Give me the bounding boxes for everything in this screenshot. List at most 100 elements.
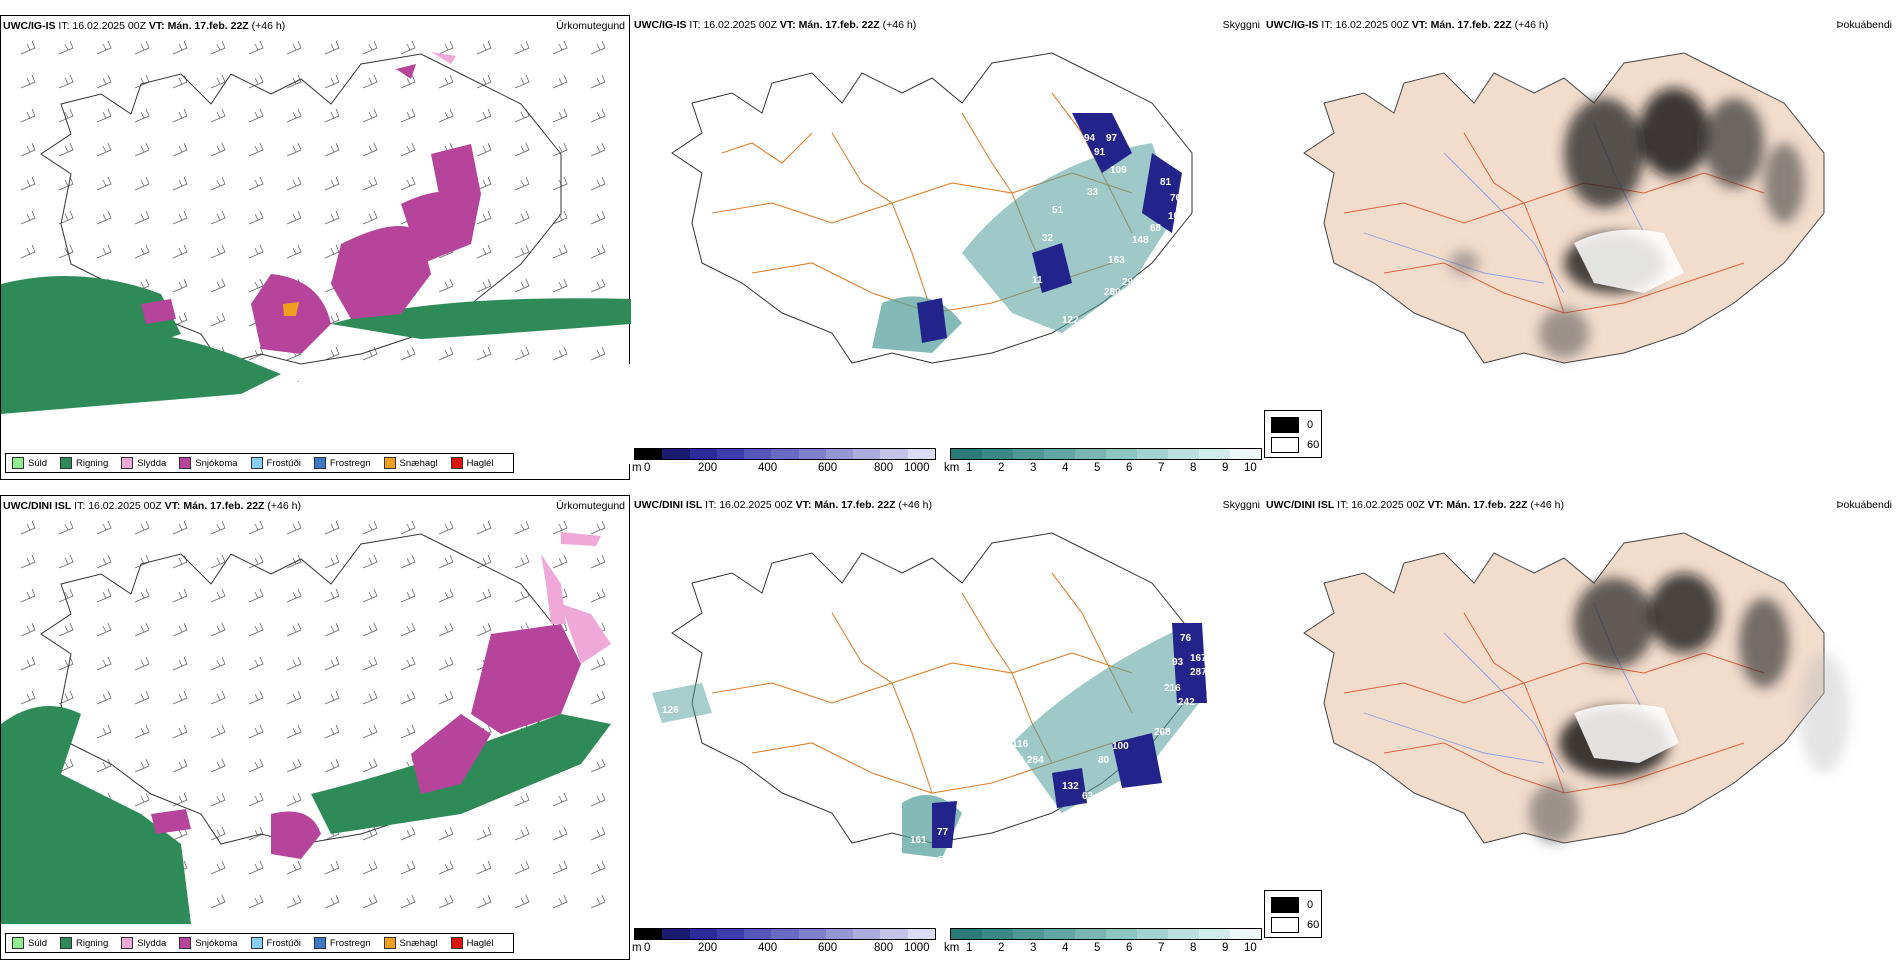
colorbar-tick: 9 xyxy=(1222,462,1229,474)
wind-barb xyxy=(172,792,188,807)
wind-barb xyxy=(248,860,264,875)
vt-value: Mán. 17.feb. 22Z xyxy=(814,499,896,511)
model-name: UWC/IG-IS xyxy=(1266,19,1319,31)
wind-barb xyxy=(210,210,226,225)
wind-barb xyxy=(58,554,74,569)
wind-barb xyxy=(96,656,112,671)
wind-barb xyxy=(400,894,416,909)
ceiling-label: 230 xyxy=(1062,815,1079,826)
wind-barb xyxy=(248,74,264,89)
legend-item: Súld xyxy=(12,457,47,469)
lead-time: (+46 h) xyxy=(251,20,286,32)
colorbar-tick: 7 xyxy=(1158,462,1165,474)
ceiling-label: 15 xyxy=(1052,675,1064,686)
wind-barb xyxy=(210,656,226,671)
wind-barb xyxy=(438,520,454,535)
wind-barb xyxy=(248,210,264,225)
wind-barb xyxy=(362,860,378,875)
wind-barb xyxy=(96,690,112,705)
visibility-colorbar-ramp xyxy=(950,928,1262,940)
wind-barb xyxy=(248,826,264,841)
wind-barb xyxy=(514,894,530,909)
wind-barb xyxy=(438,690,454,705)
wind-barb xyxy=(552,792,568,807)
fog-legend: 0 60 xyxy=(1264,890,1322,938)
colorbar-tick: 0 xyxy=(644,942,651,954)
wind-barb xyxy=(590,792,606,807)
wind-barb xyxy=(324,656,340,671)
it-label: IT: xyxy=(689,19,701,31)
colorbar-tick: 5 xyxy=(1094,942,1101,954)
colorbar-tick: 7 xyxy=(1158,942,1165,954)
it-label: IT: xyxy=(1321,19,1333,31)
wind-barb xyxy=(476,278,492,293)
panel-header: UWC/DINI ISL IT: 16.02.2025 00Z VT: Mán.… xyxy=(3,500,301,512)
wind-barb xyxy=(172,724,188,739)
wind-barb xyxy=(400,690,416,705)
colorbar-tick: 800 xyxy=(874,942,894,954)
wind-barb xyxy=(476,40,492,55)
colorbar-tick: 3 xyxy=(1030,942,1037,954)
wind-barb xyxy=(362,74,378,89)
wind-barb xyxy=(324,210,340,225)
wind-barb xyxy=(590,40,606,55)
wind-barb xyxy=(362,622,378,637)
wind-barb xyxy=(134,142,150,157)
wind-barb xyxy=(590,142,606,157)
ceiling-label: 97 xyxy=(1106,133,1118,144)
wind-barb xyxy=(286,244,302,259)
wind-barb xyxy=(552,244,568,259)
wind-barb xyxy=(324,860,340,875)
wind-barb xyxy=(134,176,150,191)
it-label: IT: xyxy=(58,20,70,32)
wind-barb xyxy=(324,588,340,603)
wind-barb xyxy=(590,346,606,361)
colorbar-unit: m xyxy=(632,942,642,954)
wind-barb xyxy=(96,520,112,535)
wind-barb xyxy=(552,520,568,535)
wind-barb xyxy=(324,244,340,259)
wind-barb xyxy=(58,520,74,535)
wind-barb xyxy=(590,894,606,909)
wind-barb xyxy=(552,346,568,361)
wind-barb xyxy=(400,108,416,123)
wind-barb xyxy=(58,690,74,705)
wind-barb xyxy=(324,346,340,361)
wind-barb xyxy=(286,588,302,603)
ceiling-label: 148 xyxy=(1132,235,1149,246)
wind-barb xyxy=(362,724,378,739)
wind-barb xyxy=(172,108,188,123)
fog-panel-top: UWC/IG-IS IT: 16.02.2025 00Z VT: Mán. 17… xyxy=(1264,15,1894,480)
wind-barb xyxy=(438,826,454,841)
wind-barb xyxy=(20,622,36,637)
precip-type-map xyxy=(1,40,631,464)
wind-barb xyxy=(400,860,416,875)
wind-barb xyxy=(172,278,188,293)
wind-barb xyxy=(248,40,264,55)
colorbar-tick: 9 xyxy=(1222,942,1229,954)
wind-barb xyxy=(58,656,74,671)
wind-barb xyxy=(438,74,454,89)
wind-barb xyxy=(324,74,340,89)
wind-barb xyxy=(96,758,112,773)
wind-barb xyxy=(172,176,188,191)
ceiling-label: 216 xyxy=(1164,683,1181,694)
vt-label: VT: xyxy=(1427,499,1444,511)
wind-barb xyxy=(96,108,112,123)
panel-title: Úrkomutegund xyxy=(556,20,625,32)
vt-value: Mán. 17.feb. 22Z xyxy=(798,19,880,31)
wind-barb xyxy=(20,656,36,671)
legend-item: Slydda xyxy=(121,937,166,949)
ceiling-label: 76 xyxy=(1170,193,1182,204)
legend-item: Frostúði xyxy=(250,457,301,469)
wind-barb xyxy=(476,520,492,535)
wind-barb xyxy=(324,622,340,637)
legend-item: Snæhagl xyxy=(383,937,438,949)
wind-barb xyxy=(286,520,302,535)
wind-barb xyxy=(514,792,530,807)
visibility-colorbar: km 1 2 3 4 5 6 7 8 9 10 xyxy=(942,928,1262,958)
wind-barb xyxy=(248,588,264,603)
ceiling-label: 100 xyxy=(1112,741,1129,752)
wind-barb xyxy=(438,656,454,671)
wind-barb xyxy=(96,74,112,89)
